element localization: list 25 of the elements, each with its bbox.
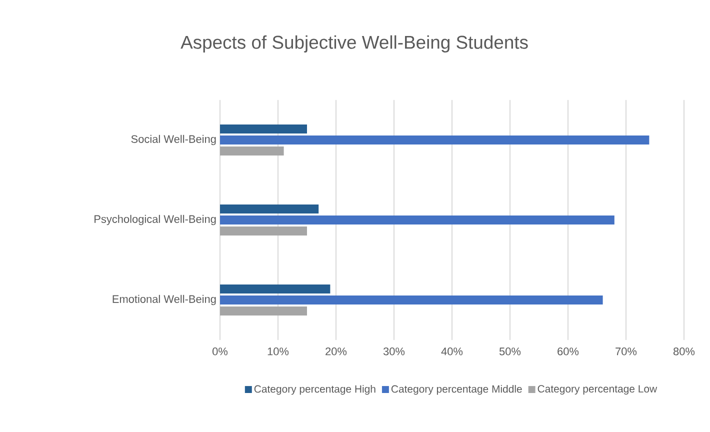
bar: [220, 284, 330, 294]
x-tick-label: 10%: [268, 348, 289, 356]
x-tick-label: 70%: [616, 348, 637, 356]
x-tick-label: 30%: [383, 348, 405, 356]
bar: [220, 306, 307, 316]
legend-label: Category percentage Low: [538, 385, 658, 395]
x-tick-label: 80%: [674, 348, 695, 356]
bar: [220, 226, 307, 236]
x-tick-label: 60%: [558, 348, 579, 356]
bar: [220, 146, 284, 156]
y-tick-label: Emotional Well-Being: [112, 294, 216, 306]
x-tick-label: 40%: [441, 348, 463, 356]
bar: [220, 136, 650, 144]
bar: [220, 216, 614, 224]
bar: [220, 296, 603, 305]
y-tick-label: Social Well-Being: [131, 134, 216, 146]
legend-label: Category percentage High: [254, 384, 376, 395]
bar: [220, 124, 307, 134]
x-tick-label: 50%: [499, 348, 521, 356]
chart-title: Aspects of Subjective Well-Being Students: [180, 35, 528, 53]
legend-label: Category percentage Middle: [391, 384, 522, 395]
x-tick-label: 20%: [326, 348, 347, 356]
y-tick-label: Psychological Well-Being: [94, 214, 216, 226]
bar: [220, 204, 319, 214]
x-tick-label: 0%: [212, 348, 228, 356]
